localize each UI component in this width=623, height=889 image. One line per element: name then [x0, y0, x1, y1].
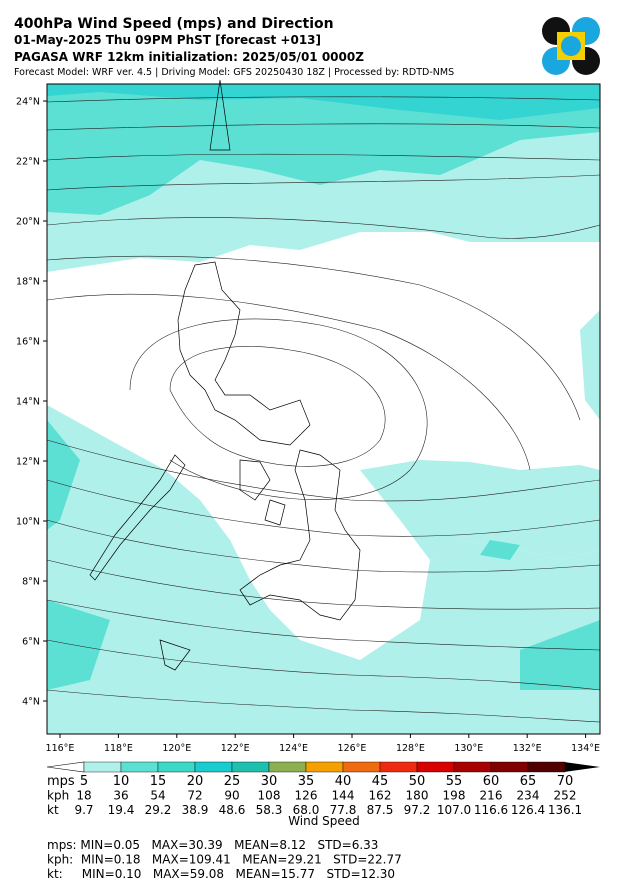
- colorbar-segment: [194, 761, 233, 773]
- colorbar-value: 35: [298, 774, 315, 789]
- colorbar-segment: [342, 761, 381, 773]
- colorbar-value: 70: [557, 774, 574, 789]
- colorbar: mps 5 10 15 20 25 30 35 40 45 50 55 60 65 70 kph 18 36 54 7…: [46, 761, 600, 817]
- lat-label: 4°N: [22, 697, 40, 708]
- colorbar-value: 58.3: [256, 803, 283, 817]
- lon-label: 116°E: [46, 743, 75, 754]
- colorbar-value: 50: [409, 774, 426, 789]
- colorbar-segment: [231, 761, 270, 773]
- colorbar-value: 19.4: [108, 803, 135, 817]
- colorbar-value: 30: [261, 774, 278, 789]
- init-line: PAGASA WRF 12km initialization: 2025/05/…: [14, 50, 364, 64]
- lat-label: 24°N: [16, 97, 40, 108]
- colorbar-value: 36: [113, 789, 128, 803]
- colorbar-value: 107.0: [437, 803, 471, 817]
- colorbar-value: 65: [520, 774, 537, 789]
- map-labels: 24°N 22°N 20°N 18°N 16°N 14°N 12°N 10°N 8°N 6°N 4°…: [16, 97, 600, 755]
- colorbar-value: 29.2: [145, 803, 172, 817]
- map: [46, 79, 601, 735]
- map-frame: [46, 83, 601, 735]
- colorbar-value: 10: [113, 774, 130, 789]
- lat-label: 12°N: [16, 457, 40, 468]
- colorbar-value: 45: [372, 774, 389, 789]
- colorbar-value: 68.0: [293, 803, 320, 817]
- colorbar-value: 9.7: [74, 803, 93, 817]
- colorbar-segment: [527, 761, 566, 773]
- colorbar-value: 87.5: [367, 803, 394, 817]
- lon-label: 134°E: [571, 743, 600, 754]
- colorbar-value: 60: [483, 774, 500, 789]
- lat-label: 18°N: [16, 277, 40, 288]
- colorbar-value: 136.1: [548, 803, 582, 817]
- colorbar-segment: [453, 761, 492, 773]
- colorbar-value: 180: [406, 789, 429, 803]
- lat-label: 22°N: [16, 157, 40, 168]
- unit-label: kt: [47, 803, 59, 817]
- lon-label: 132°E: [513, 743, 542, 754]
- colorbar-value: 162: [369, 789, 392, 803]
- colorbar-segment: [157, 761, 196, 773]
- colorbar-value: 20: [187, 774, 204, 789]
- lon-label: 122°E: [221, 743, 250, 754]
- lon-label: 118°E: [104, 743, 133, 754]
- stat-line: kph: MIN=0.18 MAX=109.41 MEAN=29.21 STD=…: [47, 853, 402, 867]
- colorbar-value: 55: [446, 774, 463, 789]
- colorbar-value: 48.6: [219, 803, 246, 817]
- stats: mps: MIN=0.05 MAX=30.39 MEAN=8.12 STD=6.…: [47, 838, 402, 881]
- colorbar-value: 252: [554, 789, 577, 803]
- colorbar-value: 108: [258, 789, 281, 803]
- colorbar-value: 25: [224, 774, 241, 789]
- colorbar-value: 144: [332, 789, 355, 803]
- stat-line: kt: MIN=0.10 MAX=59.08 MEAN=15.77 STD=12…: [47, 867, 395, 881]
- colorbar-segment: [83, 761, 122, 773]
- lat-label: 8°N: [22, 577, 40, 588]
- streamlines: [46, 96, 601, 723]
- unit-label: kph: [47, 789, 69, 803]
- colorbar-label: Wind Speed: [288, 814, 360, 828]
- title: 400hPa Wind Speed (mps) and Direction: [14, 16, 334, 32]
- lon-label: 120°E: [162, 743, 191, 754]
- colorbar-value: 216: [480, 789, 503, 803]
- colorbar-value: 18: [76, 789, 91, 803]
- colorbar-value: 77.8: [330, 803, 357, 817]
- colorbar-segment: [305, 761, 344, 773]
- lon-label: 130°E: [454, 743, 483, 754]
- lat-label: 20°N: [16, 217, 40, 228]
- colorbar-segment: [379, 761, 418, 773]
- lon-label: 124°E: [279, 743, 308, 754]
- colorbar-value: 234: [517, 789, 540, 803]
- colorbar-value: 5: [80, 774, 88, 789]
- colorbar-value: 126: [295, 789, 318, 803]
- lat-label: 16°N: [16, 337, 40, 348]
- colorbar-segment: [268, 761, 307, 773]
- colorbar-segment: [416, 761, 455, 773]
- colorbar-value: 38.9: [182, 803, 209, 817]
- lat-label: 6°N: [22, 637, 40, 648]
- colorbar-value: 90: [224, 789, 239, 803]
- colorbar-value: 198: [443, 789, 466, 803]
- logo: [542, 17, 600, 75]
- stat-line: mps: MIN=0.05 MAX=30.39 MEAN=8.12 STD=6.…: [47, 838, 378, 852]
- colorbar-value: 116.6: [474, 803, 508, 817]
- colorbar-segment: [120, 761, 159, 773]
- subtitle: 01-May-2025 Thu 09PM PhST [forecast +013…: [14, 33, 321, 47]
- colorbar-value: 54: [150, 789, 165, 803]
- colorbar-value: 72: [187, 789, 202, 803]
- unit-label: mps: [47, 774, 75, 789]
- colorbar-value: 126.4: [511, 803, 545, 817]
- colorbar-value: 40: [335, 774, 352, 789]
- colorbar-value: 97.2: [404, 803, 431, 817]
- colorbar-value: 15: [150, 774, 167, 789]
- lon-label: 126°E: [338, 743, 367, 754]
- lat-label: 10°N: [16, 517, 40, 528]
- lon-label: 128°E: [396, 743, 425, 754]
- coastlines: [89, 79, 361, 671]
- info-line: Forecast Model: WRF ver. 4.5 | Driving M…: [14, 67, 454, 78]
- lat-label: 14°N: [16, 397, 40, 408]
- colorbar-segment: [490, 761, 529, 773]
